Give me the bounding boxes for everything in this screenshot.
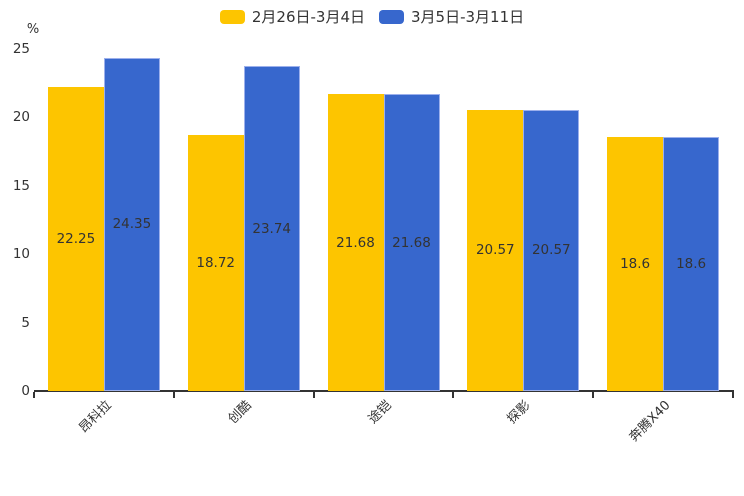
bar: 18.6 <box>663 136 720 391</box>
bar: 18.72 <box>187 134 244 391</box>
x-axis-tick <box>452 392 455 398</box>
x-category-label: 奔腾X40 <box>626 398 674 445</box>
bar-value-label: 23.74 <box>252 220 292 237</box>
legend-swatch-icon <box>379 10 404 24</box>
bar: 23.74 <box>243 66 300 391</box>
y-tick-label: 10 <box>12 246 30 263</box>
y-tick-label: 20 <box>12 109 30 126</box>
bar-value-label: 22.25 <box>56 230 96 247</box>
y-tick-label: 0 <box>21 383 30 399</box>
bar: 20.57 <box>523 109 580 391</box>
y-axis-unit-label: % <box>26 22 40 37</box>
bar-value-label: 18.6 <box>620 255 651 272</box>
legend-item[interactable]: 3月5日-3月11日 <box>379 8 524 26</box>
bar: 21.68 <box>327 94 384 391</box>
x-axis-tick <box>732 392 734 398</box>
x-category-label: 途铠 <box>365 398 395 428</box>
bar: 20.57 <box>467 109 524 391</box>
bar-value-label: 20.57 <box>531 242 571 259</box>
x-category-label: 昂科拉 <box>76 398 115 437</box>
bar: 18.6 <box>607 136 664 391</box>
legend-label: 2月26日-3月4日 <box>251 8 365 26</box>
x-axis-tick <box>592 392 595 398</box>
legend-item[interactable]: 2月26日-3月4日 <box>219 8 365 26</box>
legend-swatch-icon <box>219 10 245 24</box>
x-axis-tick <box>312 392 315 398</box>
y-tick-label: 5 <box>21 314 30 331</box>
bar: 24.35 <box>103 57 160 391</box>
x-axis-line <box>34 390 734 392</box>
bar-value-label: 18.72 <box>196 254 236 271</box>
y-tick-label: 15 <box>12 177 30 194</box>
bar-value-label: 20.57 <box>475 242 515 259</box>
x-category-label: 创酷 <box>225 398 255 428</box>
bar: 21.68 <box>383 94 440 391</box>
y-tick-label: 25 <box>12 41 30 57</box>
bar-value-label: 21.68 <box>336 234 375 251</box>
bar: 22.25 <box>47 86 104 391</box>
legend: 2月26日-3月4日 3月5日-3月11日 <box>0 8 744 26</box>
bar-value-label: 21.68 <box>392 234 431 251</box>
bar-value-label: 18.6 <box>676 255 707 272</box>
legend-label: 3月5日-3月11日 <box>411 8 525 26</box>
x-axis-tick <box>33 392 35 398</box>
bar-value-label: 24.35 <box>112 216 152 233</box>
x-category-label: 探影 <box>504 398 534 428</box>
x-axis-tick <box>172 392 175 398</box>
